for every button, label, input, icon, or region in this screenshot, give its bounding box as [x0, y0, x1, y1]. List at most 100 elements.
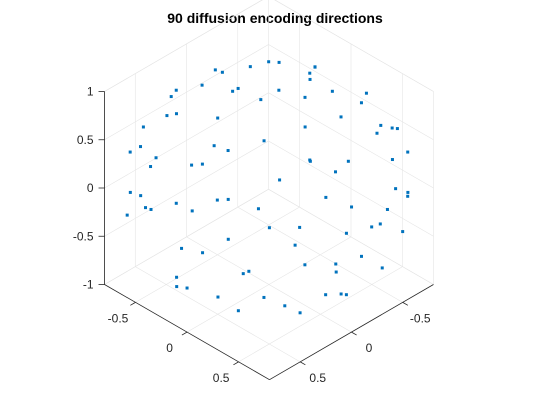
data-point	[200, 83, 204, 87]
x-tick-mark	[233, 361, 239, 366]
data-point	[293, 243, 297, 247]
data-point	[298, 311, 302, 315]
data-point	[141, 125, 145, 129]
data-point	[174, 112, 178, 116]
data-point	[226, 197, 230, 201]
data-point	[283, 304, 287, 308]
data-point	[344, 231, 348, 235]
data-point	[262, 295, 266, 299]
data-point	[139, 145, 143, 149]
data-point	[220, 70, 224, 74]
data-point	[180, 246, 184, 250]
data-point	[298, 225, 302, 229]
data-point	[236, 309, 240, 313]
data-point	[128, 190, 132, 194]
x-tick-label: 0	[166, 341, 173, 355]
data-point	[350, 205, 354, 209]
data-point	[216, 116, 220, 120]
data-point	[212, 144, 216, 148]
data-point	[149, 207, 153, 211]
grid-line	[268, 140, 434, 237]
data-point	[303, 95, 307, 99]
data-point	[139, 194, 143, 198]
y-tick-label: 0.5	[309, 371, 326, 385]
data-point	[169, 95, 173, 99]
data-point	[406, 150, 410, 154]
data-point	[334, 170, 338, 174]
grid-line	[104, 92, 269, 189]
data-point	[128, 150, 132, 154]
z-tick-label: -1	[83, 278, 94, 292]
z-tick-label: 0.5	[77, 133, 94, 147]
data-point	[303, 125, 307, 129]
z-tick-label: 1	[87, 85, 94, 99]
data-point	[339, 292, 343, 296]
data-point	[308, 158, 312, 162]
data-point	[303, 263, 307, 267]
data-point	[334, 262, 338, 266]
data-point	[175, 285, 179, 289]
data-point	[344, 293, 348, 297]
box-edge	[268, 189, 434, 285]
grid-line	[186, 236, 352, 333]
data-point	[262, 139, 266, 143]
data-point	[231, 89, 235, 93]
data-point	[308, 77, 312, 81]
data-point	[401, 230, 405, 234]
data-point	[216, 295, 220, 299]
data-point	[390, 126, 394, 130]
data-point	[406, 194, 410, 198]
z-tick-label: -0.5	[73, 229, 94, 243]
grid-line	[268, 92, 434, 189]
data-point	[267, 60, 271, 64]
chart-title: 90 diffusion encoding directions	[167, 10, 383, 26]
data-point	[256, 207, 260, 211]
data-point	[380, 266, 384, 270]
data-point	[241, 272, 245, 276]
data-point	[175, 275, 179, 279]
data-point	[277, 60, 281, 64]
data-point	[174, 201, 178, 205]
data-point	[370, 225, 374, 229]
grid-line	[135, 266, 301, 363]
data-point	[248, 65, 252, 69]
data-point	[165, 114, 169, 118]
data-point	[201, 251, 205, 255]
data-point	[394, 187, 398, 191]
data-point	[359, 254, 363, 258]
box-edge	[104, 189, 269, 285]
data-point	[395, 127, 399, 131]
z-tick-label: 0	[87, 181, 94, 195]
box-edge	[274, 0, 434, 92]
y-tick-mark	[351, 331, 357, 336]
data-point	[375, 131, 379, 135]
data-point	[339, 115, 343, 119]
data-point	[259, 98, 263, 102]
grid-line	[237, 206, 403, 303]
data-point	[346, 159, 350, 163]
data-point	[334, 270, 338, 274]
axes-ticks: -0.5 0 0.5 -0.5 0 0.5 -1 -0.5 0 0.5 1	[73, 85, 431, 385]
data-point	[149, 165, 153, 169]
y-tick-label: 0	[366, 341, 373, 355]
data-point	[154, 156, 158, 160]
x-tick-label: 0.5	[213, 371, 230, 385]
data-point	[324, 195, 328, 199]
data-point	[226, 237, 230, 241]
data-point	[247, 269, 251, 273]
data-point	[277, 88, 281, 92]
data-point	[174, 88, 178, 92]
data-point	[267, 226, 271, 230]
grid-line	[104, 44, 269, 141]
data-point	[200, 162, 204, 166]
data-point	[213, 68, 217, 72]
grid-line	[104, 140, 269, 237]
y-tick-label: -0.5	[410, 311, 431, 325]
data-point	[359, 101, 363, 105]
data-point	[385, 207, 389, 211]
data-point	[364, 91, 368, 95]
data-point	[215, 198, 219, 202]
x-tick-label: -0.5	[108, 311, 129, 325]
